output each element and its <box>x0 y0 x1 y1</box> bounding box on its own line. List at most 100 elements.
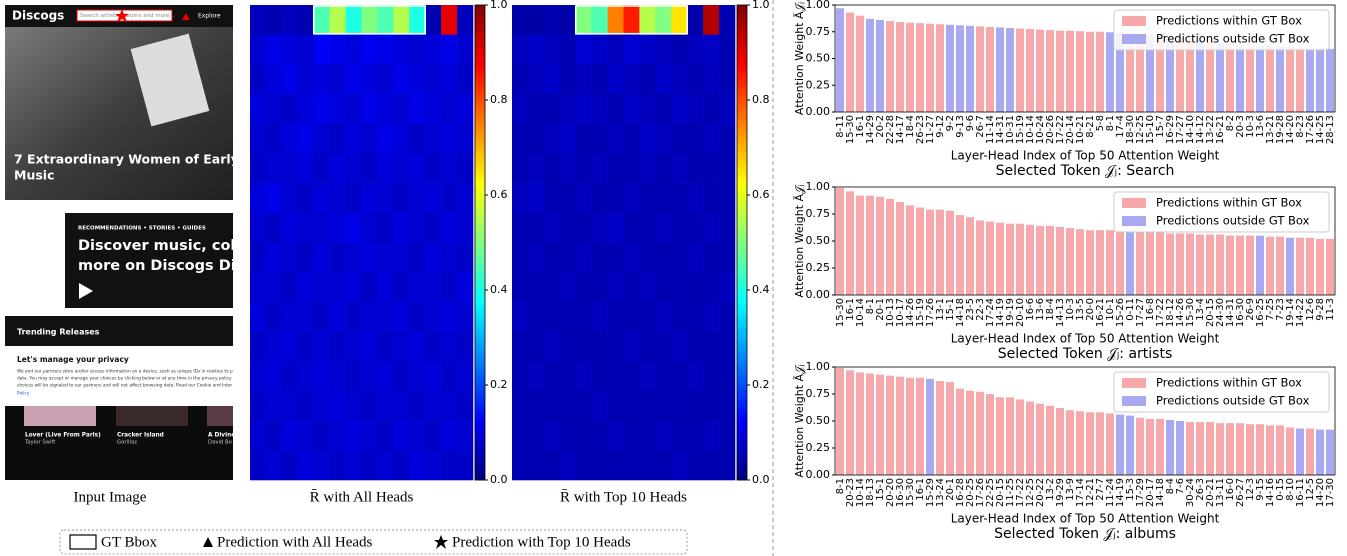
colorbar-step <box>475 385 485 391</box>
privacy-link[interactable]: Policy <box>17 391 30 397</box>
release-artist[interactable]: David Bo <box>208 440 232 446</box>
heatmap-cell <box>575 5 592 35</box>
heatmap-cell <box>687 212 704 243</box>
x-tick-label: 13-1 <box>935 298 946 321</box>
heatmap-cell <box>425 183 442 214</box>
heatmap-cell <box>543 420 561 451</box>
x-tick-label: 20-15 <box>1205 298 1216 327</box>
x-tick-label: 18-13 <box>865 478 876 507</box>
bar <box>936 24 944 112</box>
colorbar-step <box>475 128 485 134</box>
heatmap-cell <box>457 390 474 421</box>
colorbar-step <box>475 347 485 353</box>
colorbar-step <box>737 5 747 11</box>
colorbar-step <box>475 252 485 258</box>
x-tick-label: 28-13 <box>1325 115 1336 144</box>
heatmap-cell <box>623 64 640 95</box>
x-tick-label: 18-4 <box>905 115 916 138</box>
bar <box>1326 429 1334 475</box>
colorbar-step <box>475 138 485 144</box>
colorbar-step <box>737 375 747 381</box>
bar <box>1036 403 1044 475</box>
heatmap-cell <box>329 94 346 125</box>
heatmap-cell <box>313 153 330 184</box>
promo-line[interactable]: more on Discogs Digs <box>78 258 255 274</box>
colorbar-step <box>737 223 747 229</box>
cover[interactable] <box>24 406 96 426</box>
x-tick-label: 12-21 <box>1085 478 1096 507</box>
release-title[interactable]: A Divine <box>208 433 235 439</box>
x-tick-label: 15-7 <box>1155 115 1166 138</box>
heatmap-cell <box>457 420 474 451</box>
x-tick-label: 18-12 <box>1165 298 1176 327</box>
heatmap-cell <box>457 64 474 95</box>
heatmap-cell <box>361 361 378 392</box>
heatmap-cell <box>687 390 704 421</box>
colorbar-step <box>737 138 747 144</box>
panel-caption: R̄ with Top 10 Heads <box>560 489 687 505</box>
heatmap-cell <box>671 361 688 392</box>
y-tick-label: 0.00 <box>806 468 831 481</box>
colorbar-step <box>475 304 485 310</box>
headline[interactable]: Music <box>14 168 54 183</box>
heatmap-cell <box>329 34 346 65</box>
bar <box>896 202 904 295</box>
heatmap-cell <box>687 64 704 95</box>
play-icon[interactable] <box>79 283 93 299</box>
colorbar-step <box>475 199 485 205</box>
legend-triangle-icon <box>203 537 213 547</box>
bar <box>836 368 844 475</box>
colorbar-step <box>475 43 485 49</box>
heatmap-cell <box>687 153 704 184</box>
bar <box>1266 236 1274 295</box>
bar <box>856 372 864 475</box>
colorbar-step <box>737 47 747 53</box>
release-artist[interactable]: Taylor Swift <box>24 440 55 446</box>
release-title[interactable]: Lover (Live From Paris) <box>25 433 101 439</box>
menu[interactable]: Explore <box>198 13 221 20</box>
colorbar-step <box>475 38 485 44</box>
release-title[interactable]: Cracker Island <box>117 433 164 439</box>
cover[interactable] <box>207 406 237 426</box>
x-tick-label: 15-3 <box>1125 478 1136 501</box>
cover[interactable] <box>116 406 188 426</box>
x-tick-label: 14-19 <box>1115 478 1126 507</box>
colorbar-step <box>475 119 485 125</box>
bar <box>1106 413 1114 475</box>
heatmap-cell <box>425 212 442 243</box>
x-tick-label: 16-21 <box>1215 115 1226 144</box>
colorbar-step <box>737 252 747 258</box>
heatmap-cell <box>297 361 315 392</box>
colorbar-step <box>475 465 485 471</box>
heatmap-cell <box>329 390 346 421</box>
legend-label: Prediction with All Heads <box>217 534 373 550</box>
colorbar-tick-label: 0.6 <box>752 188 770 201</box>
heatmap-cell <box>409 390 426 421</box>
heatmap-cell <box>607 450 624 481</box>
bar <box>1126 231 1134 295</box>
heatmap-cell <box>297 331 315 362</box>
bar <box>866 18 874 112</box>
colorbar-step <box>737 337 747 343</box>
colorbar-step <box>737 280 747 286</box>
heatmap-cell <box>425 301 442 332</box>
x-tick-label: 13-24 <box>935 478 946 507</box>
bar <box>1256 235 1264 295</box>
heatmap-cell <box>297 153 315 184</box>
heatmap-cell <box>457 331 474 362</box>
heatmap-cell <box>377 123 394 154</box>
heatmap-cell <box>250 153 267 184</box>
heatmap-cell <box>703 450 720 481</box>
heatmap-cell <box>527 64 545 95</box>
bar <box>1156 232 1164 295</box>
heatmap-cell <box>639 420 656 451</box>
promo-line[interactable]: Discover music, collec <box>78 238 259 254</box>
colorbar-step <box>737 28 747 34</box>
heatmap-cell <box>575 94 592 125</box>
colorbar-step <box>737 408 747 414</box>
panel-caption: Input Image <box>74 489 147 505</box>
headline[interactable]: 7 Extraordinary Women of Early E <box>14 152 252 167</box>
bar <box>846 12 854 113</box>
heatmap-cell <box>703 94 720 125</box>
release-artist[interactable]: Gorillaz <box>117 440 137 446</box>
